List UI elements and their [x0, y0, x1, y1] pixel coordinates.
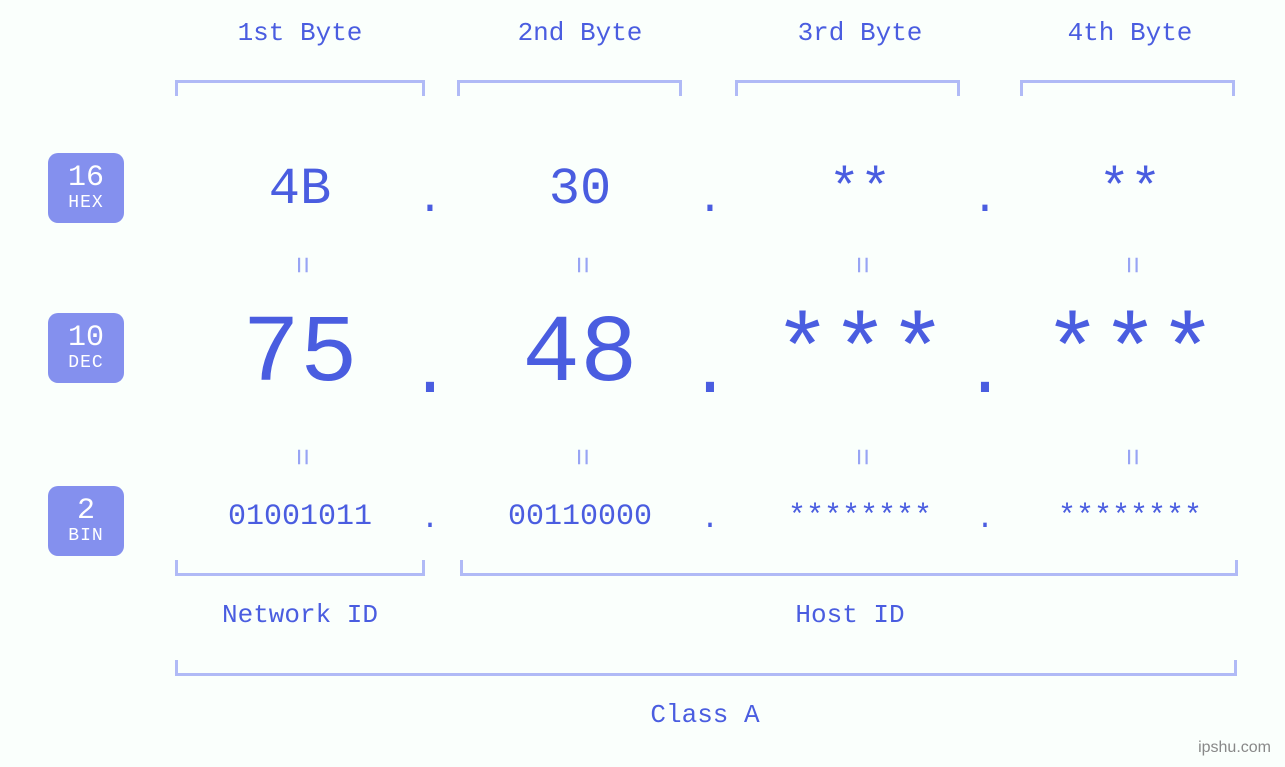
equals-hex-dec-4: = [1113, 245, 1147, 285]
hex-dot-2: . [690, 175, 730, 225]
badge-label: BIN [68, 527, 103, 546]
base-badge-dec: 10DEC [48, 313, 124, 383]
equals-dec-bin-1: = [283, 437, 317, 477]
dec-byte-3: *** [735, 300, 985, 409]
hex-byte-2: 30 [455, 160, 705, 219]
equals-hex-dec-1: = [283, 245, 317, 285]
base-badge-hex: 16HEX [48, 153, 124, 223]
byte-header-1: 1st Byte [175, 18, 425, 48]
badge-number: 16 [68, 163, 104, 195]
equals-dec-bin-2: = [563, 437, 597, 477]
byte-bracket-4 [1020, 80, 1235, 96]
bin-byte-2: 00110000 [455, 500, 705, 534]
dec-byte-1: 75 [175, 300, 425, 409]
dec-dot-3: . [960, 335, 1010, 414]
base-badge-bin: 2BIN [48, 486, 124, 556]
hex-byte-4: ** [1005, 160, 1255, 219]
watermark: ipshu.com [1198, 739, 1271, 757]
equals-dec-bin-4: = [1113, 437, 1147, 477]
badge-number: 10 [68, 323, 104, 355]
bin-byte-4: ******** [1005, 500, 1255, 534]
byte-header-4: 4th Byte [1005, 18, 1255, 48]
byte-bracket-3 [735, 80, 960, 96]
byte-bracket-2 [457, 80, 682, 96]
bin-dot-3: . [970, 503, 1000, 537]
byte-header-2: 2nd Byte [455, 18, 705, 48]
host-id-label: Host ID [650, 600, 1050, 630]
badge-label: DEC [68, 354, 103, 373]
equals-dec-bin-3: = [843, 437, 877, 477]
equals-hex-dec-2: = [563, 245, 597, 285]
badge-label: HEX [68, 194, 103, 213]
dec-byte-2: 48 [455, 300, 705, 409]
equals-hex-dec-3: = [843, 245, 877, 285]
hex-byte-1: 4B [175, 160, 425, 219]
dec-dot-1: . [405, 335, 455, 414]
hex-dot-3: . [965, 175, 1005, 225]
class-label: Class A [505, 700, 905, 730]
bin-byte-3: ******** [735, 500, 985, 534]
bin-byte-1: 01001011 [175, 500, 425, 534]
hex-dot-1: . [410, 175, 450, 225]
dec-byte-4: *** [1005, 300, 1255, 409]
badge-number: 2 [77, 496, 95, 528]
byte-bracket-1 [175, 80, 425, 96]
network-id-bracket [175, 560, 425, 576]
hex-byte-3: ** [735, 160, 985, 219]
bin-dot-2: . [695, 503, 725, 537]
host-id-bracket [460, 560, 1238, 576]
byte-header-3: 3rd Byte [735, 18, 985, 48]
network-id-label: Network ID [100, 600, 500, 630]
dec-dot-2: . [685, 335, 735, 414]
class-bracket [175, 660, 1237, 676]
bin-dot-1: . [415, 503, 445, 537]
